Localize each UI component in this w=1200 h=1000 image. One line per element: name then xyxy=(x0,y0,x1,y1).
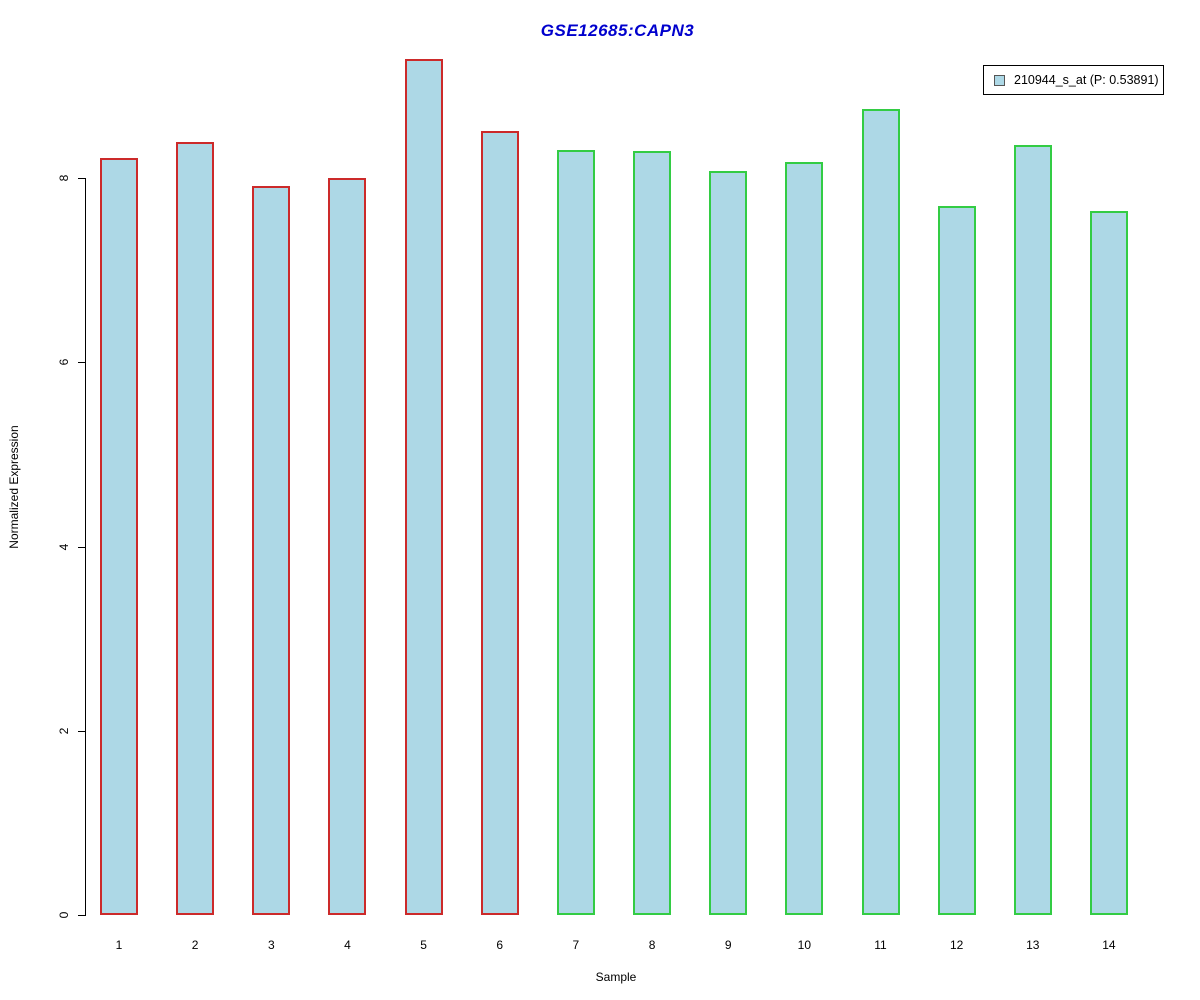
y-axis-tick-label: 8 xyxy=(57,174,71,182)
y-axis-tick xyxy=(78,178,85,180)
bar-sample-13 xyxy=(1013,145,1052,915)
x-axis-tick-label: 1 xyxy=(115,938,123,952)
x-axis-tick-label: 12 xyxy=(949,938,964,952)
bar-sample-11 xyxy=(861,109,900,915)
bar-sample-1 xyxy=(100,157,138,915)
bar-sample-3 xyxy=(252,186,291,915)
y-axis-tick xyxy=(78,362,85,364)
legend-label: 210944_s_at (P: 0.53891) xyxy=(1014,73,1159,87)
y-axis-tick-label: 2 xyxy=(57,727,71,735)
bar-sample-6 xyxy=(480,131,519,915)
bar-sample-8 xyxy=(633,150,672,915)
x-axis-tick-label: 7 xyxy=(572,938,580,952)
y-axis-tick-label: 4 xyxy=(57,543,71,550)
y-axis-line xyxy=(85,178,86,916)
chart-title: GSE12685:CAPN3 xyxy=(540,21,695,40)
y-axis-tick-label: 6 xyxy=(57,359,71,366)
bar-sample-2 xyxy=(176,142,215,915)
x-axis-tick-label: 3 xyxy=(267,938,275,952)
y-axis-tick xyxy=(78,915,85,916)
x-axis-tick-label: 10 xyxy=(797,938,812,952)
bar-sample-12 xyxy=(937,205,976,915)
y-axis-tick-label: 0 xyxy=(57,911,71,919)
x-axis-tick-label: 8 xyxy=(648,938,656,952)
bar-sample-4 xyxy=(328,178,367,915)
bar-sample-5 xyxy=(404,59,443,915)
x-axis-tick-label: 2 xyxy=(191,938,199,952)
y-axis-tick xyxy=(78,546,85,548)
x-axis-tick-label: 9 xyxy=(724,938,732,952)
y-axis-tick xyxy=(78,730,85,732)
x-axis-tick-label: 5 xyxy=(420,938,427,952)
bar-sample-9 xyxy=(709,170,748,915)
bar-sample-10 xyxy=(785,161,824,915)
y-axis-label: Normalized Expression xyxy=(7,425,21,549)
x-axis-tick-label: 4 xyxy=(344,938,351,952)
x-axis-label: Sample xyxy=(595,970,637,984)
legend: 210944_s_at (P: 0.53891) xyxy=(983,65,1164,95)
legend-swatch-icon xyxy=(994,74,1005,86)
x-axis-tick-label: 14 xyxy=(1102,938,1116,952)
bar-sample-7 xyxy=(556,149,595,915)
bar-sample-14 xyxy=(1089,211,1128,915)
x-axis-tick-label: 11 xyxy=(874,938,887,952)
x-axis-tick-label: 6 xyxy=(496,938,504,952)
x-axis-tick-label: 13 xyxy=(1026,938,1040,952)
